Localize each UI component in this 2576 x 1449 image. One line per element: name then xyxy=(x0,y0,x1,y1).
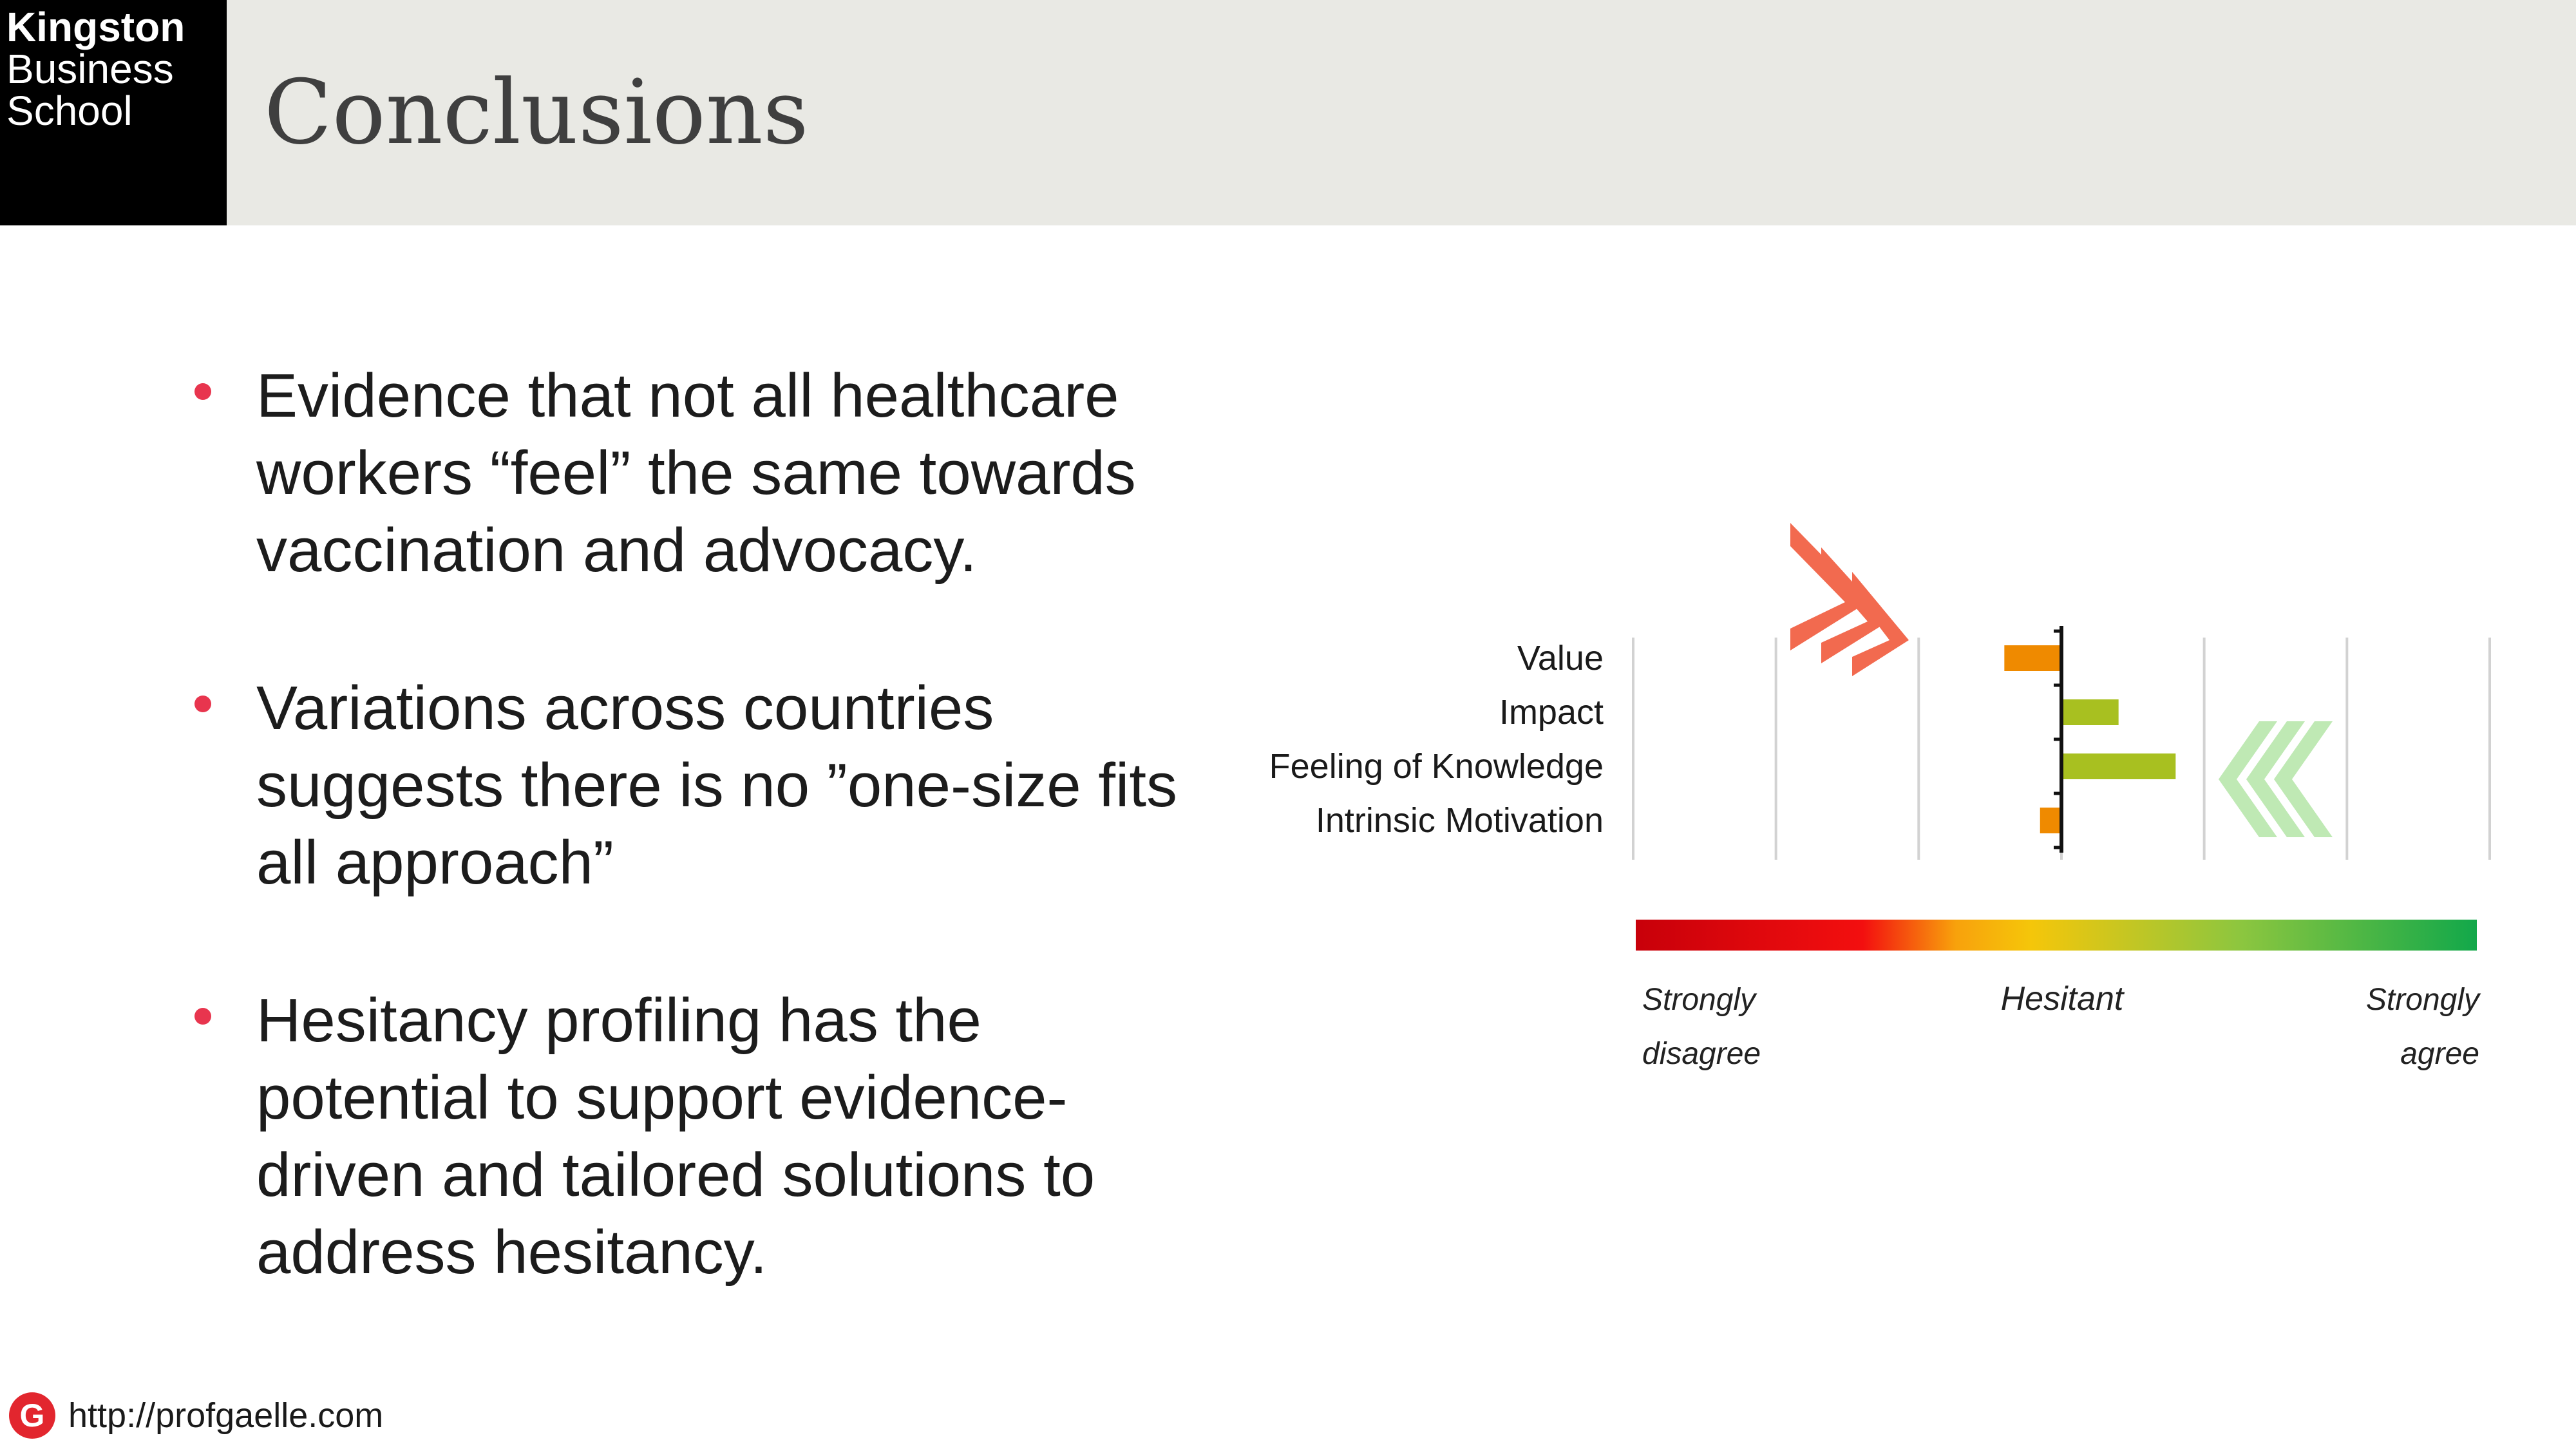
category-label: Intrinsic Motivation xyxy=(1316,801,1604,840)
agreement-scale-bar xyxy=(1636,920,2477,951)
bullet-text-1: Evidence that not all healthcare workers… xyxy=(256,361,1136,585)
header-band xyxy=(0,0,2576,225)
school-logo: Kingston Business School xyxy=(0,0,227,225)
scale-center-label: Hesitant xyxy=(2001,980,2125,1018)
bar xyxy=(2040,808,2061,833)
bullet-dot xyxy=(194,1008,211,1025)
left-arrows-icon xyxy=(1790,523,1909,676)
logo-line-3: School xyxy=(6,88,133,134)
center-axis xyxy=(2054,626,2063,853)
site-logo-icon: G xyxy=(9,1392,55,1439)
footer: G http://profgaelle.com xyxy=(9,1390,383,1441)
hesitancy-profile-chart: Value Impact Feeling of Knowledge Intrinsic… xyxy=(1269,523,2491,1071)
bar xyxy=(2061,699,2119,725)
bullet-text-3: Hesitancy profiling has the potential to… xyxy=(256,986,1095,1287)
bullet-dot xyxy=(194,383,211,400)
bullet-text-2: Variations across countries suggests the… xyxy=(256,674,1178,897)
footer-url[interactable]: http://profgaelle.com xyxy=(68,1396,384,1435)
bars xyxy=(2004,645,2176,833)
category-label: Impact xyxy=(1499,693,1604,732)
page-title: Conclusions xyxy=(264,61,809,164)
scale-right-label-line2: agree xyxy=(2400,1037,2479,1071)
scale-left-label-line1: Strongly xyxy=(1642,983,1757,1017)
logo-line-2: Business xyxy=(6,46,174,92)
scale-right-label-line1: Strongly xyxy=(2366,983,2481,1017)
conclusions-list: Evidence that not all healthcare workers… xyxy=(187,357,1230,1291)
category-labels: Value Impact Feeling of Knowledge Intrinsic… xyxy=(1269,639,1604,840)
category-label: Value xyxy=(1517,639,1604,677)
bar xyxy=(2004,645,2061,671)
bullet-item-3: Hesitancy profiling has the potential to… xyxy=(187,982,1230,1291)
right-arrows-icon xyxy=(2219,721,2333,837)
scale-left-label-line2: disagree xyxy=(1642,1037,1761,1071)
bullet-item-1: Evidence that not all healthcare workers… xyxy=(187,357,1230,589)
bullet-item-2: Variations across countries suggests the… xyxy=(187,670,1230,902)
category-label: Feeling of Knowledge xyxy=(1269,747,1604,786)
logo-line-1: Kingston xyxy=(6,4,185,50)
bar xyxy=(2061,753,2176,779)
bullet-dot xyxy=(194,696,211,712)
